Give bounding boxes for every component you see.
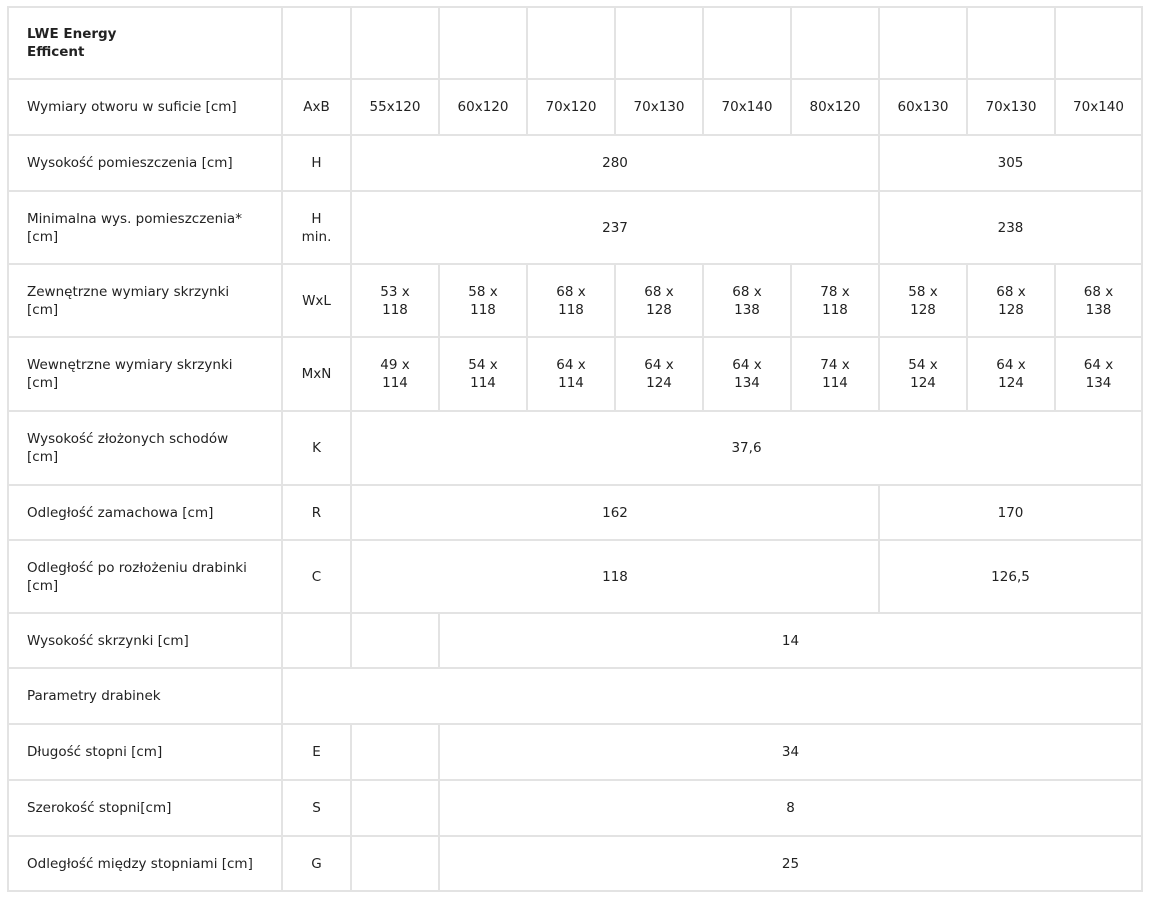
value-cell: [350, 835, 440, 892]
value-cell: 70x120: [526, 78, 616, 136]
value-cell: 70x140: [1054, 78, 1143, 136]
value-cell: 70x140: [702, 78, 792, 136]
value-cell: 54 x 124: [878, 336, 968, 412]
table-row: Wysokość złożonych schodów [cm] K 37,6: [7, 410, 1143, 486]
value-cell: 58 x 128: [878, 263, 968, 338]
value-cell: [966, 6, 1056, 80]
value-cell: 118: [350, 539, 880, 614]
value-cell: [526, 6, 616, 80]
table-title: LWE Energy Efficent: [7, 6, 283, 80]
value-cell: [350, 723, 440, 781]
row-label: Wysokość skrzynki [cm]: [7, 612, 283, 669]
row-label: Długość stopni [cm]: [7, 723, 283, 781]
value-cell: [1054, 6, 1143, 80]
row-label: Wymiary otworu w suficie [cm]: [7, 78, 283, 136]
value-cell: 64 x 124: [614, 336, 704, 412]
value-cell: 162: [350, 484, 880, 541]
value-cell: 55x120: [350, 78, 440, 136]
specification-table: LWE Energy Efficent Wymiary otworu w sufi…: [7, 6, 1143, 892]
table-row: Odległość między stopniami [cm] G 25: [7, 835, 1143, 892]
value-cell: 68 x 118: [526, 263, 616, 338]
value-cell: [790, 6, 880, 80]
table-row: Parametry drabinek: [7, 667, 1143, 725]
value-cell: 14: [438, 612, 1143, 669]
row-symbol: S: [281, 779, 352, 837]
value-cell: 170: [878, 484, 1143, 541]
value-cell: 80x120: [790, 78, 880, 136]
value-cell: 64 x 114: [526, 336, 616, 412]
table-row: Wysokość skrzynki [cm] 14: [7, 612, 1143, 669]
value-cell: [614, 6, 704, 80]
row-symbol: C: [281, 539, 352, 614]
value-cell: 238: [878, 190, 1143, 265]
value-cell: 25: [438, 835, 1143, 892]
table-row: Minimalna wys. pomieszczenia* [cm] H min.…: [7, 190, 1143, 265]
value-cell: 237: [350, 190, 880, 265]
row-label: Zewnętrzne wymiary skrzynki [cm]: [7, 263, 283, 338]
row-label: Szerokość stopni[cm]: [7, 779, 283, 837]
value-cell: 74 x 114: [790, 336, 880, 412]
row-symbol: [281, 612, 352, 669]
row-symbol: WxL: [281, 263, 352, 338]
value-cell: 49 x 114: [350, 336, 440, 412]
table-row: Długość stopni [cm] E 34: [7, 723, 1143, 781]
row-symbol: H min.: [281, 190, 352, 265]
value-cell: 58 x 118: [438, 263, 528, 338]
value-cell: 68 x 128: [966, 263, 1056, 338]
value-cell: 70x130: [614, 78, 704, 136]
row-symbol: G: [281, 835, 352, 892]
value-cell: 68 x 138: [702, 263, 792, 338]
value-cell: [878, 6, 968, 80]
row-label: Wysokość pomieszczenia [cm]: [7, 134, 283, 192]
value-cell: 60x120: [438, 78, 528, 136]
value-cell: 78 x 118: [790, 263, 880, 338]
table-row: Odległość zamachowa [cm] R 162 170: [7, 484, 1143, 541]
value-cell: 305: [878, 134, 1143, 192]
row-symbol: H: [281, 134, 352, 192]
table-row: Szerokość stopni[cm] S 8: [7, 779, 1143, 837]
value-cell: 126,5: [878, 539, 1143, 614]
value-cell: 64 x 124: [966, 336, 1056, 412]
value-cell: [350, 779, 440, 837]
value-cell: [702, 6, 792, 80]
value-cell: 70x130: [966, 78, 1056, 136]
value-cell: [350, 612, 440, 669]
table-row: Odległość po rozłożeniu drabinki [cm] C 11…: [7, 539, 1143, 614]
value-cell: 68 x 128: [614, 263, 704, 338]
row-label: Odległość zamachowa [cm]: [7, 484, 283, 541]
value-cell: [281, 667, 1143, 725]
row-symbol: MxN: [281, 336, 352, 412]
value-cell: 53 x 118: [350, 263, 440, 338]
value-cell: 280: [350, 134, 880, 192]
row-label: Odległość między stopniami [cm]: [7, 835, 283, 892]
row-label: Parametry drabinek: [7, 667, 283, 725]
value-cell: 37,6: [350, 410, 1143, 486]
row-symbol: K: [281, 410, 352, 486]
value-cell: 68 x 138: [1054, 263, 1143, 338]
value-cell: 54 x 114: [438, 336, 528, 412]
value-cell: 8: [438, 779, 1143, 837]
value-cell: [438, 6, 528, 80]
value-cell: 64 x 134: [702, 336, 792, 412]
row-symbol: R: [281, 484, 352, 541]
row-label: Minimalna wys. pomieszczenia* [cm]: [7, 190, 283, 265]
value-cell: [350, 6, 440, 80]
row-label: Odległość po rozłożeniu drabinki [cm]: [7, 539, 283, 614]
row-symbol: E: [281, 723, 352, 781]
table-row: Wewnętrzne wymiary skrzynki [cm] MxN 49 x …: [7, 336, 1143, 412]
row-symbol: AxB: [281, 78, 352, 136]
value-cell: 60x130: [878, 78, 968, 136]
value-cell: 64 x 134: [1054, 336, 1143, 412]
table-row: Wysokość pomieszczenia [cm] H 280 305: [7, 134, 1143, 192]
row-symbol: [281, 6, 352, 80]
table-row: Wymiary otworu w suficie [cm] AxB 55x120 60…: [7, 78, 1143, 136]
row-label: Wysokość złożonych schodów [cm]: [7, 410, 283, 486]
table-row: Zewnętrzne wymiary skrzynki [cm] WxL 53 x …: [7, 263, 1143, 338]
table-row: LWE Energy Efficent: [7, 6, 1143, 80]
value-cell: 34: [438, 723, 1143, 781]
row-label: Wewnętrzne wymiary skrzynki [cm]: [7, 336, 283, 412]
